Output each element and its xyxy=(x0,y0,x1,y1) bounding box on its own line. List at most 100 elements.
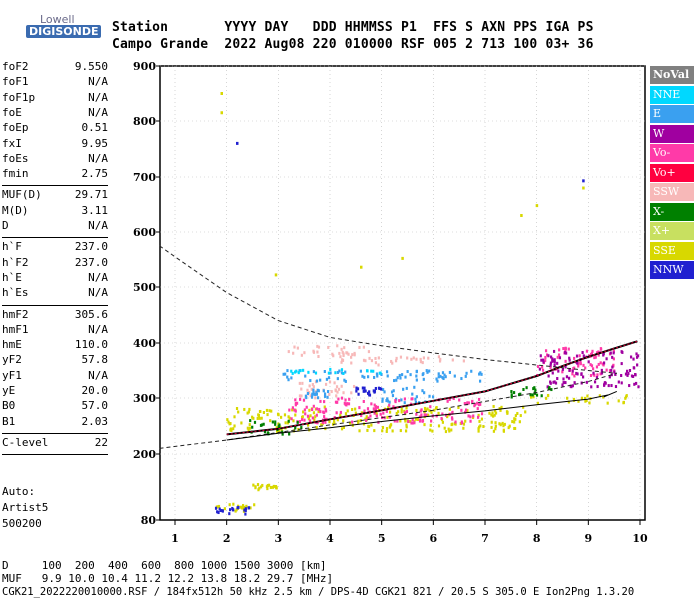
echo-point xyxy=(329,367,332,371)
echo-point xyxy=(437,411,440,415)
param-row: foEs N/A xyxy=(2,152,108,166)
echo-point xyxy=(342,371,345,375)
echo-point xyxy=(552,349,556,353)
echo-point xyxy=(323,405,326,409)
param-row: C-level 22 xyxy=(2,436,108,450)
echo-point xyxy=(413,421,416,425)
echo-point xyxy=(281,430,284,434)
echo-point xyxy=(300,353,303,357)
echo-point xyxy=(602,361,606,365)
echo-point xyxy=(500,405,503,409)
echo-point xyxy=(244,509,247,513)
echo-point xyxy=(620,374,623,378)
echo-point xyxy=(532,395,535,399)
echo-point xyxy=(567,347,570,351)
echo-point xyxy=(547,387,551,391)
echo-point xyxy=(350,391,353,395)
echo-point xyxy=(609,351,612,355)
echo-point xyxy=(599,372,602,376)
echo-point xyxy=(553,380,556,384)
echo-point xyxy=(567,400,570,404)
echo-point xyxy=(406,356,409,360)
echo-point xyxy=(542,360,545,364)
echo-point xyxy=(579,362,582,366)
echo-point xyxy=(312,388,315,392)
param-value: 305.6 xyxy=(74,307,108,321)
echo-point xyxy=(316,350,319,354)
echo-point xyxy=(256,483,260,487)
echo-point xyxy=(581,351,584,355)
echo-point xyxy=(374,386,377,390)
echo-point xyxy=(367,416,370,420)
echo-point xyxy=(340,384,343,388)
echo-point xyxy=(334,371,337,375)
echo-point xyxy=(541,358,545,362)
echo-point xyxy=(337,397,340,401)
echo-point xyxy=(466,409,469,413)
echo-point xyxy=(564,359,567,363)
echo-point xyxy=(354,411,357,415)
echo-point xyxy=(404,375,407,379)
echo-point xyxy=(315,413,318,417)
y-tick-label: 400 xyxy=(133,337,156,350)
echo-point xyxy=(373,403,376,407)
echo-point xyxy=(596,385,599,389)
echo-point xyxy=(312,385,315,389)
echo-point xyxy=(510,393,513,397)
echo-point xyxy=(373,429,376,433)
echo-point xyxy=(370,369,373,373)
echo-point xyxy=(553,358,556,362)
echo-point xyxy=(306,392,310,396)
echo-point xyxy=(216,510,219,514)
echo-point xyxy=(290,369,293,373)
echo-point xyxy=(437,355,441,359)
echo-point xyxy=(298,397,302,401)
echo-point xyxy=(608,369,612,373)
legend-item-x-: X+ xyxy=(650,222,694,240)
echo-point xyxy=(565,351,568,355)
echo-point xyxy=(593,373,596,377)
echo-point xyxy=(300,418,304,422)
echo-point xyxy=(476,407,479,411)
echo-point xyxy=(293,408,296,412)
echo-point xyxy=(276,412,280,416)
echo-point xyxy=(436,379,439,383)
echo-point xyxy=(604,381,607,385)
echo-point xyxy=(578,354,581,358)
echo-point xyxy=(482,424,485,428)
param-value: N/A xyxy=(88,151,108,165)
echo-point xyxy=(544,349,548,353)
echo-point xyxy=(266,413,269,417)
echo-point xyxy=(544,355,547,359)
echo-point xyxy=(315,425,318,429)
param-value: 20.0 xyxy=(81,384,109,397)
echo-point xyxy=(252,416,255,420)
echo-point xyxy=(422,377,425,381)
echo-point xyxy=(514,414,517,418)
echo-point xyxy=(450,423,453,427)
echo-point xyxy=(415,378,418,382)
echo-point xyxy=(493,413,496,417)
echo-point xyxy=(304,394,307,398)
echo-point xyxy=(337,387,341,391)
echo-point xyxy=(567,376,571,380)
echo-point xyxy=(595,365,599,369)
echo-point xyxy=(294,398,297,402)
echo-point xyxy=(557,353,561,357)
echo-point xyxy=(292,351,295,355)
echo-point xyxy=(312,350,316,354)
echo-point xyxy=(403,401,406,405)
echo-point xyxy=(235,407,239,411)
echo-point xyxy=(470,369,473,373)
echo-point xyxy=(336,344,339,348)
echo-point xyxy=(535,393,539,397)
echo-point xyxy=(297,371,300,375)
echo-point xyxy=(448,407,451,411)
echo-point xyxy=(426,407,429,411)
echo-point xyxy=(576,361,579,365)
echo-point xyxy=(393,419,396,423)
echo-point xyxy=(243,407,246,411)
echo-point xyxy=(430,419,433,423)
param-row: M(D) 3.11 xyxy=(2,204,108,218)
echo-point xyxy=(476,401,479,405)
